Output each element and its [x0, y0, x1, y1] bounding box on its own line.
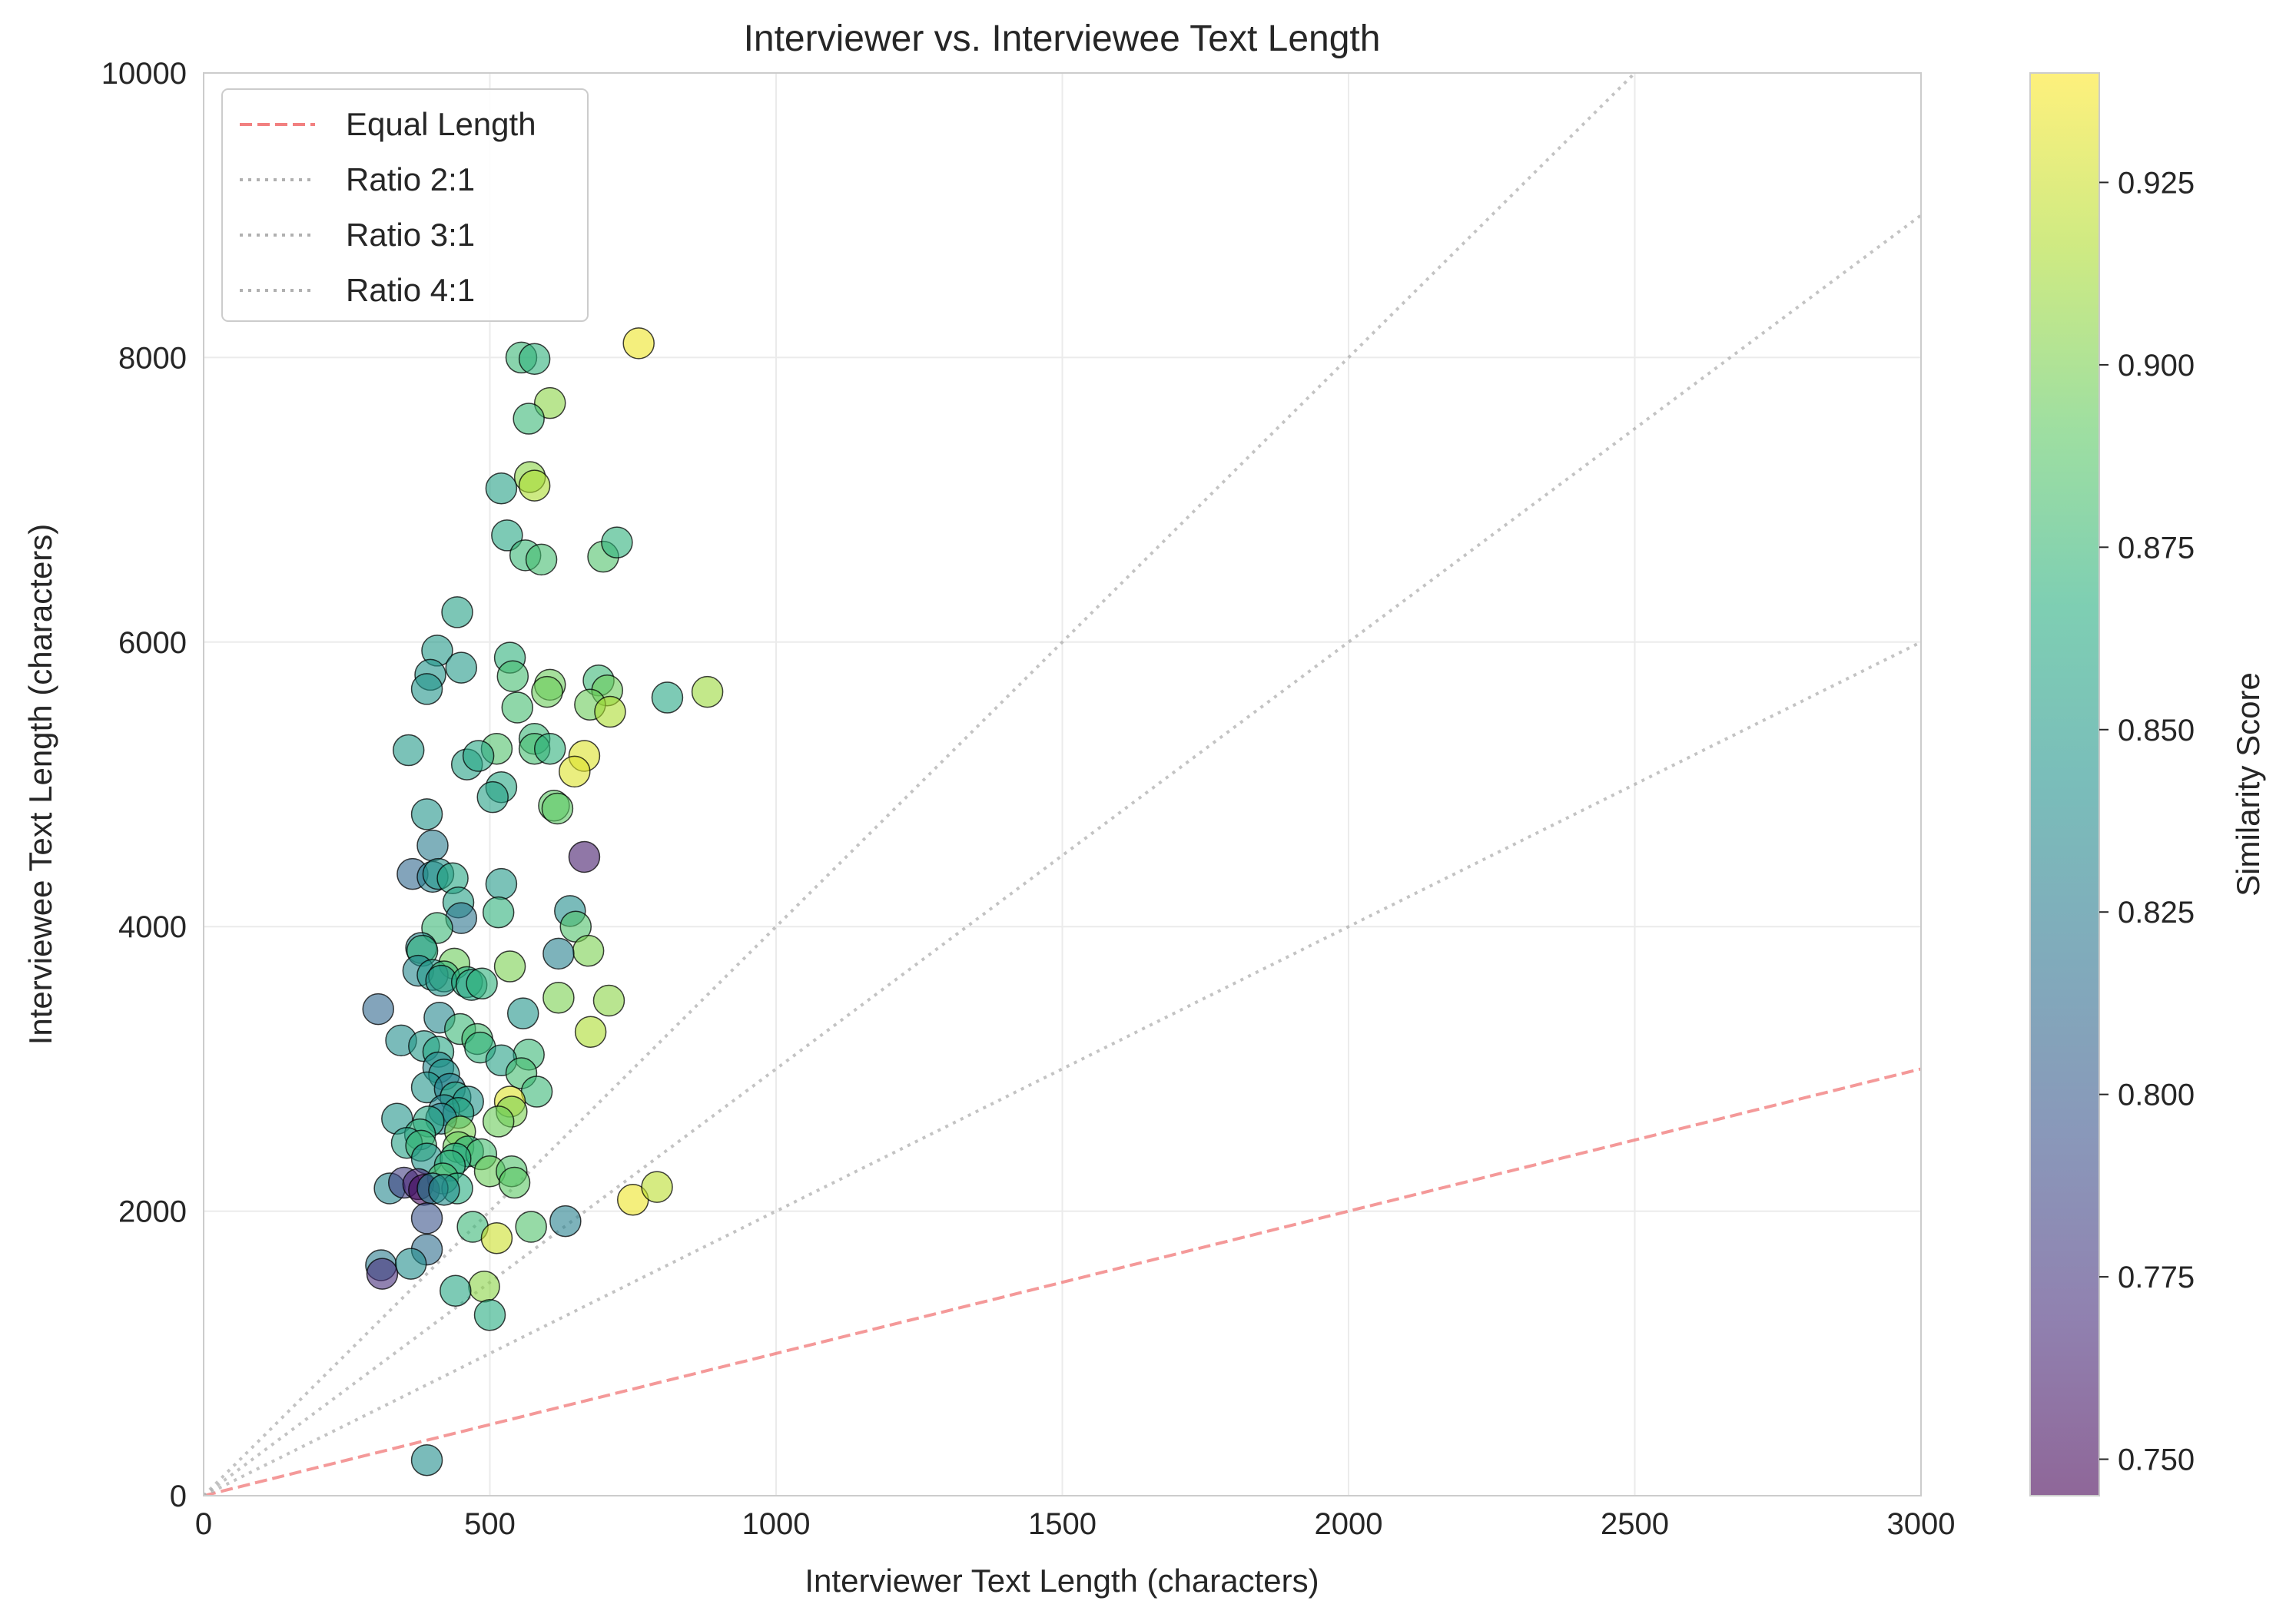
scatter-point	[651, 681, 684, 714]
scatter-point	[520, 1075, 553, 1108]
y-tick-label: 8000	[118, 341, 187, 375]
colorbar: 0.750 0.775 0.800 0.825 0.850 0.875 0.900 0.925…	[2029, 72, 2266, 1496]
chart-title: Interviewer vs. Interviewee Text Length	[744, 18, 1381, 59]
scatter-point	[416, 829, 449, 862]
scatter-point	[542, 982, 575, 1014]
colorbar-label: Similarity Score	[2230, 672, 2266, 897]
x-tick-label: 0	[195, 1507, 212, 1541]
scatter-point	[491, 519, 523, 552]
y-tick-label: 4000	[118, 910, 187, 944]
legend-label: Equal Length	[346, 106, 536, 142]
scatter-point	[410, 673, 443, 705]
colorbar-gradient	[2030, 73, 2099, 1496]
x-tick-label: 3000	[1887, 1507, 1956, 1541]
scatter-point	[482, 1105, 515, 1138]
x-tick-label: 1000	[742, 1507, 811, 1541]
scatter-point	[549, 1205, 582, 1238]
scatter-point	[594, 695, 626, 728]
colorbar-tick-label: 0.925	[2118, 166, 2195, 200]
scatter-point	[592, 984, 625, 1017]
colorbar-tick-label: 0.750	[2118, 1443, 2195, 1477]
x-tick-label: 1500	[1028, 1507, 1097, 1541]
scatter-point	[473, 1299, 506, 1331]
reference-line	[204, 73, 1637, 1496]
y-axis-ticks: 0 2000 4000 6000 8000 10000	[101, 57, 187, 1513]
scatter-point	[410, 1443, 443, 1477]
x-tick-label: 500	[464, 1507, 516, 1541]
legend-label: Ratio 3:1	[346, 217, 475, 253]
data-points	[362, 327, 724, 1477]
scatter-point	[533, 732, 566, 765]
legend-label: Ratio 2:1	[346, 161, 475, 197]
colorbar-tick-label: 0.875	[2118, 531, 2195, 565]
scatter-point	[468, 1271, 500, 1303]
scatter-point	[506, 997, 539, 1029]
scatter-point	[515, 1211, 547, 1243]
scatter-point	[501, 691, 534, 724]
scatter-point	[541, 792, 574, 825]
scatter-point	[559, 755, 591, 788]
scatter-point	[568, 840, 601, 873]
x-tick-label: 2500	[1601, 1507, 1669, 1541]
reference-line	[204, 1067, 1921, 1496]
scatter-point	[480, 1222, 513, 1254]
reference-line	[204, 641, 1921, 1496]
colorbar-tick-label: 0.800	[2118, 1079, 2195, 1112]
y-tick-label: 0	[170, 1480, 187, 1513]
scatter-point	[485, 472, 518, 505]
colorbar-tick-label: 0.900	[2118, 349, 2195, 383]
scatter-point	[440, 1274, 472, 1307]
scatter-point	[496, 660, 529, 692]
colorbar-ticks: 0.750 0.775 0.800 0.825 0.850 0.875 0.900 0.925	[2099, 166, 2195, 1477]
scatter-point	[428, 1174, 460, 1206]
scatter-point	[542, 937, 575, 970]
scatter-point	[482, 896, 515, 929]
x-axis-ticks: 0 500 1000 1500 2000 2500 3000	[195, 1507, 1956, 1541]
y-tick-label: 10000	[101, 57, 187, 91]
legend: Equal Length Ratio 2:1 Ratio 3:1 Ratio 4:1	[221, 88, 589, 322]
x-axis-label: Interviewer Text Length (characters)	[805, 1563, 1319, 1599]
plot-frame	[203, 72, 1922, 1496]
scatter-point	[366, 1258, 399, 1290]
y-axis-label: Interviewee Text Length (characters)	[22, 524, 58, 1046]
scatter-point	[518, 469, 551, 502]
scatter-point	[394, 1248, 427, 1280]
colorbar-tick-label: 0.825	[2118, 896, 2195, 930]
colorbar-tick-label: 0.775	[2118, 1261, 2195, 1294]
scatter-point	[410, 798, 443, 830]
colorbar-tick-label: 0.850	[2118, 714, 2195, 747]
scatter-point	[392, 734, 425, 767]
scatter-point	[441, 596, 473, 628]
scatter-point	[641, 1171, 673, 1203]
scatter-point	[476, 781, 509, 814]
legend-box	[221, 88, 589, 322]
scatter-point	[574, 1016, 607, 1048]
scatter-point	[410, 1202, 443, 1235]
scatter-point	[362, 993, 394, 1026]
x-tick-label: 2000	[1315, 1507, 1383, 1541]
colorbar-frame	[2029, 72, 2100, 1496]
scatter-point	[518, 343, 551, 376]
scatter-point	[485, 867, 518, 900]
scatter-point	[513, 403, 545, 435]
scatter-point	[525, 543, 558, 576]
scatter-point	[691, 675, 724, 708]
scatter-point	[622, 327, 655, 360]
scatter-point	[498, 1166, 531, 1199]
scatter-point	[445, 651, 477, 684]
scatter-point	[462, 740, 495, 772]
scatter-point	[572, 934, 605, 967]
scatter-point	[601, 526, 633, 558]
y-tick-label: 6000	[118, 626, 187, 660]
legend-label: Ratio 4:1	[346, 272, 475, 308]
y-tick-label: 2000	[118, 1195, 187, 1229]
scatter-point	[531, 675, 563, 708]
scatter-point	[466, 967, 498, 1000]
scatter-point	[493, 950, 526, 983]
